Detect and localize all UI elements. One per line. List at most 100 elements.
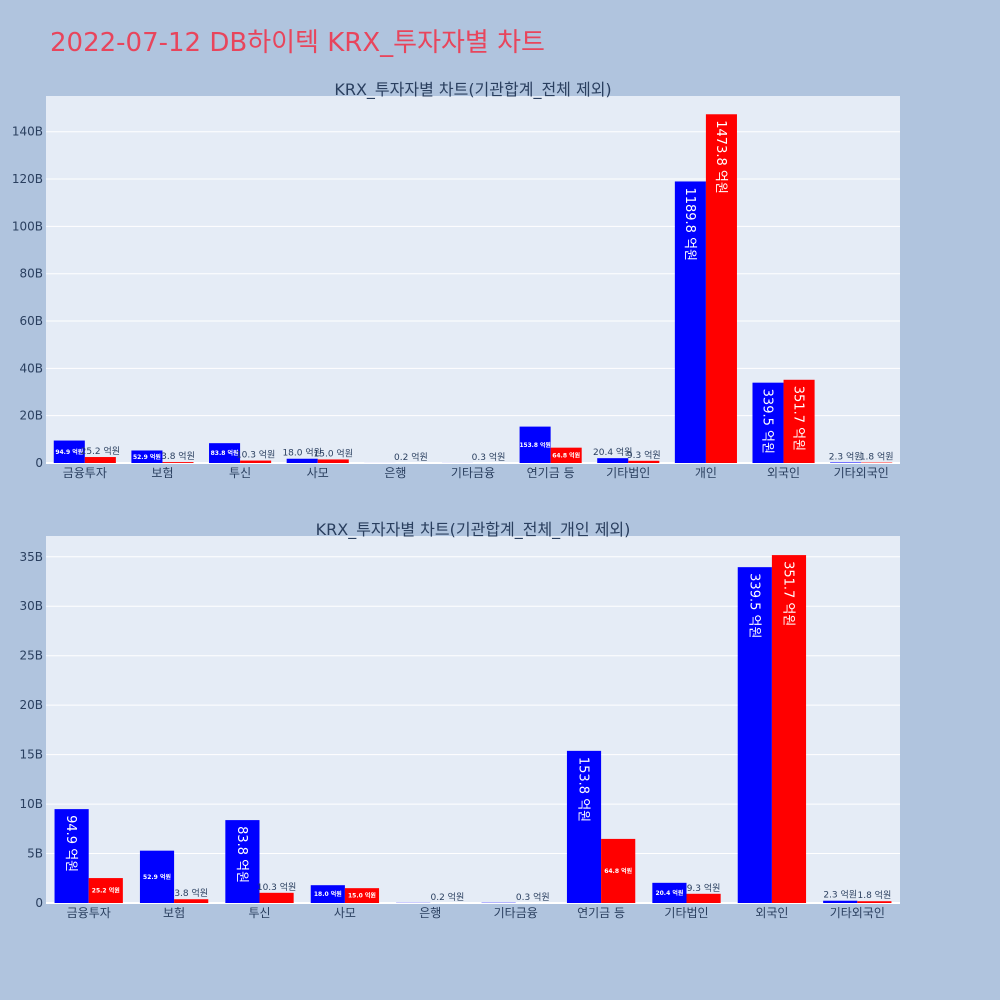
y-tick-label: 10B bbox=[19, 797, 43, 811]
bar-data-label: 1189.8 억원 bbox=[682, 187, 697, 261]
y-tick-label: 40B bbox=[19, 361, 43, 375]
x-tick-label: 기타법인 bbox=[606, 466, 650, 480]
x-tick-label: 기타법인 bbox=[664, 906, 708, 920]
bar-data-label: 64.8 억원 bbox=[552, 451, 580, 459]
x-tick-label: 기타금융 bbox=[494, 906, 538, 920]
x-tick-label: 외국인 bbox=[767, 466, 800, 480]
bar bbox=[88, 878, 123, 903]
x-tick-label: 보험 bbox=[151, 466, 173, 480]
bar-data-label: 339.5 억원 bbox=[746, 573, 761, 638]
y-tick-label: 100B bbox=[12, 219, 43, 233]
bar bbox=[84, 457, 116, 463]
bar-data-label: 83.8 억원 bbox=[234, 826, 249, 883]
bar bbox=[857, 901, 892, 903]
bar-data-label: 351.7 억원 bbox=[780, 561, 795, 626]
bar bbox=[737, 567, 772, 903]
y-tick-label: 0 bbox=[35, 456, 43, 470]
y-tick-label: 30B bbox=[19, 599, 43, 613]
x-tick-label: 기타외국인 bbox=[830, 906, 885, 920]
bar bbox=[139, 850, 175, 903]
bar bbox=[652, 882, 687, 903]
bar-data-label: 94.9 억원 bbox=[55, 448, 83, 456]
bar-data-label: 339.5 억원 bbox=[759, 389, 774, 454]
bar bbox=[597, 458, 629, 463]
bar bbox=[783, 379, 815, 463]
bar bbox=[54, 809, 89, 903]
bar-data-label: 0.3 억원 bbox=[516, 891, 550, 903]
main-title: 2022-07-12 DB하이텍 KRX_투자자별 차트 bbox=[50, 28, 545, 58]
bar bbox=[225, 820, 260, 903]
bar bbox=[823, 900, 858, 903]
bar-data-label: 3.8 억원 bbox=[174, 887, 208, 899]
bar-data-label: 1473.8 억원 bbox=[713, 120, 728, 194]
x-tick-label: 은행 bbox=[384, 465, 406, 480]
x-tick-label: 보험 bbox=[163, 906, 185, 920]
bar-data-label: 0.2 억원 bbox=[394, 451, 428, 463]
bar bbox=[674, 181, 706, 463]
y-tick-label: 140B bbox=[12, 125, 43, 139]
x-tick-label: 연기금 등 bbox=[577, 906, 625, 920]
bar-data-label: 9.3 억원 bbox=[627, 449, 661, 461]
bar bbox=[519, 426, 551, 463]
bar-data-label: 2.3 억원 bbox=[829, 450, 863, 462]
x-tick-label: 기타외국인 bbox=[834, 466, 889, 480]
bar bbox=[162, 462, 194, 463]
bar-data-label: 52.9 억원 bbox=[143, 873, 171, 881]
y-tick-label: 60B bbox=[19, 314, 43, 328]
bar bbox=[566, 750, 602, 903]
y-tick-label: 20B bbox=[19, 698, 43, 712]
bar-data-label: 15.0 억원 bbox=[348, 892, 376, 900]
x-tick-label: 기타금융 bbox=[451, 466, 495, 480]
x-tick-label: 금융투자 bbox=[67, 906, 111, 920]
y-tick-label: 35B bbox=[19, 550, 43, 564]
y-tick-label: 0 bbox=[35, 896, 43, 910]
bar-data-label: 0.2 억원 bbox=[431, 891, 465, 903]
chart-panel-1: 0 20B 40B 60B 80B 100B 120B 140B KRX_투자자별 차트(기관합… bbox=[12, 80, 900, 480]
bar-data-label: 0.3 억원 bbox=[472, 451, 506, 463]
y-tick-label: 20B bbox=[19, 409, 43, 423]
x-tick-label: 투신 bbox=[229, 466, 251, 480]
bar bbox=[310, 885, 345, 903]
bar bbox=[209, 443, 241, 463]
x-tick-label: 사모 bbox=[334, 906, 356, 920]
bar bbox=[317, 459, 349, 463]
x-tick-label: 연기금 등 bbox=[527, 466, 575, 480]
bar bbox=[240, 460, 272, 463]
x-tick-label: 금융투자 bbox=[63, 466, 107, 480]
y-tick-label: 25B bbox=[19, 649, 43, 663]
bar-data-label: 15.0 억원 bbox=[314, 447, 353, 459]
bar-data-label: 25.2 억원 bbox=[81, 445, 120, 457]
bar-data-label: 20.4 억원 bbox=[655, 889, 683, 897]
bar bbox=[686, 893, 721, 903]
x-tick-label: 은행 bbox=[419, 905, 441, 920]
bar bbox=[174, 899, 209, 903]
bar-data-label: 25.2 억원 bbox=[92, 887, 120, 895]
x-tick-label: 투신 bbox=[248, 906, 270, 920]
y-tick-label: 15B bbox=[19, 748, 43, 762]
bar-data-label: 153.8 억원 bbox=[575, 757, 590, 822]
bar-data-label: 2.3 억원 bbox=[823, 889, 857, 901]
bar bbox=[830, 462, 862, 463]
bar-data-label: 3.8 억원 bbox=[161, 450, 195, 462]
bar bbox=[131, 450, 163, 463]
bar bbox=[344, 888, 380, 903]
bar bbox=[752, 382, 784, 463]
x-tick-label: 사모 bbox=[307, 466, 329, 480]
bar-data-label: 18.0 억원 bbox=[314, 890, 342, 898]
bar-data-label: 94.9 억원 bbox=[63, 815, 78, 872]
bar-data-label: 9.3 억원 bbox=[687, 882, 721, 894]
bar bbox=[550, 447, 582, 463]
y-tick-label: 5B bbox=[27, 847, 43, 861]
bar-data-label: 64.8 억원 bbox=[604, 867, 632, 875]
bar bbox=[286, 458, 318, 463]
bar-data-label: 10.3 억원 bbox=[257, 881, 296, 893]
bar bbox=[628, 460, 660, 463]
chart-panel-2: 0 5B 10B 15B 20B 25B 30B 35B KRX_투자자별 차트(기관합계_전체… bbox=[19, 520, 900, 920]
y-tick-label: 120B bbox=[12, 172, 43, 186]
bar-data-label: 52.9 억원 bbox=[133, 453, 161, 461]
x-tick-label: 외국인 bbox=[755, 906, 788, 920]
x-tick-label: 개인 bbox=[695, 466, 717, 480]
bar-data-label: 351.7 억원 bbox=[791, 386, 806, 451]
